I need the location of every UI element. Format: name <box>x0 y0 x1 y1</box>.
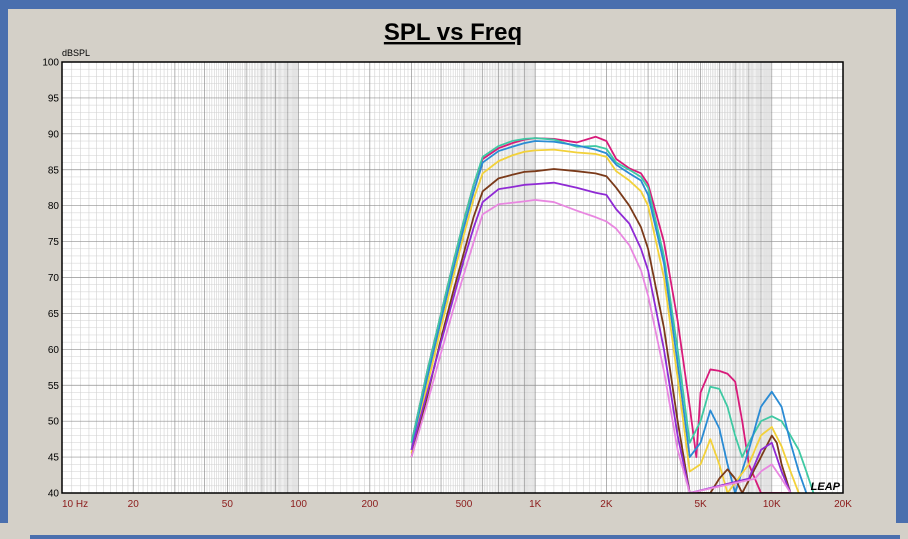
x-tick-label: 5K <box>694 499 707 510</box>
bottom-accent-bar <box>30 535 900 539</box>
y-tick-label: 85 <box>48 165 60 176</box>
series-line-7 <box>410 199 792 493</box>
y-tick-label: 90 <box>48 129 60 140</box>
x-tick-labels: 10 Hz 20 50 100 200 500 1K 2K 5K 10K 20K <box>62 499 852 510</box>
x-tick-label: 100 <box>290 499 307 510</box>
x-tick-label: 50 <box>222 499 234 510</box>
series-line-2 <box>410 137 815 493</box>
y-tick-label: 45 <box>48 453 60 464</box>
y-axis-label: dBSPL <box>62 48 90 58</box>
x-tick-label: 20 <box>128 499 140 510</box>
y-tick-label: 55 <box>48 381 60 392</box>
series-line-5 <box>410 168 792 493</box>
x-tick-label: 1K <box>529 499 542 510</box>
bottom-strip <box>0 523 908 539</box>
y-tick-label: 80 <box>48 201 60 212</box>
y-tick-label: 75 <box>48 237 60 248</box>
x-tick-label: 10K <box>763 499 781 510</box>
y-tick-label: 65 <box>48 309 60 320</box>
y-tick-label: 70 <box>48 273 60 284</box>
plot-border <box>61 61 844 494</box>
grid-major <box>61 61 844 494</box>
series-group <box>410 135 815 493</box>
y-tick-label: 40 <box>48 489 60 500</box>
leap-logo: LEAP <box>811 481 841 493</box>
series-line-4 <box>410 148 800 493</box>
y-tick-labels: 40 45 50 55 60 65 70 75 80 85 90 95 100 <box>42 58 59 500</box>
y-tick-label: 50 <box>48 417 60 428</box>
x-tick-label: 10 Hz <box>62 499 88 510</box>
y-tick-label: 60 <box>48 345 60 356</box>
y-tick-label: 100 <box>42 58 59 69</box>
x-tick-label: 500 <box>456 499 473 510</box>
y-tick-label: 95 <box>48 93 60 104</box>
x-tick-label: 2K <box>600 499 613 510</box>
x-tick-label: 20K <box>834 499 852 510</box>
chart-title: SPL vs Freq <box>384 19 522 46</box>
series-line-3 <box>410 140 808 493</box>
x-tick-label: 200 <box>361 499 378 510</box>
